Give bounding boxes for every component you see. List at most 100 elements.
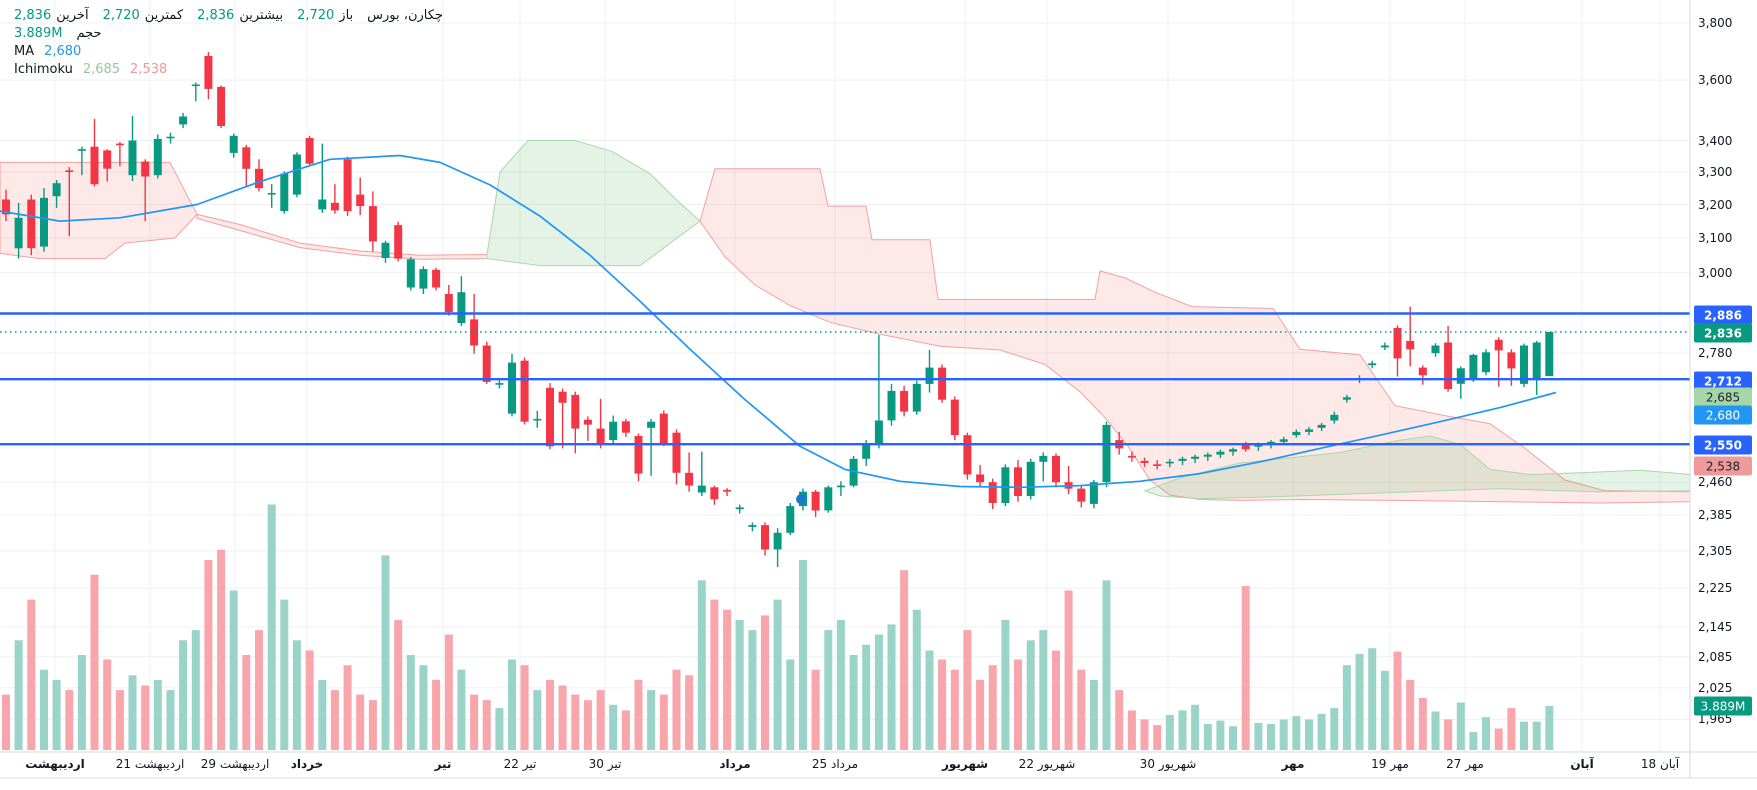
candle-body: [2, 199, 10, 215]
candle-body: [1406, 341, 1415, 350]
price-line-tag[interactable]: 2,712: [1694, 371, 1752, 391]
candle-body: [356, 194, 365, 207]
legend-ichimoku-row[interactable]: Ichimoku 2,685 2,538: [14, 62, 167, 77]
price-tick-label: 2,225: [1698, 581, 1733, 596]
candle-body: [153, 138, 162, 176]
high-label: بیشترین: [239, 8, 284, 23]
price-line-tag[interactable]: 2,886: [1694, 305, 1752, 325]
volume-bar: [1229, 726, 1237, 750]
candle-body: [836, 485, 845, 488]
volume-bar: [1102, 580, 1111, 750]
volume-bar: [1342, 665, 1351, 750]
volume-bar: [419, 665, 428, 750]
blue-dot-marker[interactable]: [796, 494, 806, 505]
price-tick-label: 3,200: [1698, 197, 1733, 212]
candle-body: [912, 383, 921, 412]
candle-body: [255, 168, 263, 189]
candle-body: [1520, 345, 1528, 384]
volume-bar: [255, 630, 263, 750]
candle-body: [381, 242, 390, 258]
candle-body: [925, 367, 934, 384]
volume-bar: [710, 599, 719, 750]
volume-bar: [533, 690, 542, 750]
volume-bar: [1241, 586, 1250, 750]
candle-body: [634, 436, 643, 474]
time-tick-label: مهر: [1281, 757, 1305, 771]
ichimoku-cloud-pink: [699, 168, 1691, 504]
volume-bar: [1064, 590, 1073, 750]
volume-bar: [735, 619, 744, 750]
volume-bar: [1444, 719, 1453, 750]
legend: چکارن، بورس باز 2,720 بیشترین 2,836 کمتر…: [14, 8, 443, 80]
candle-body: [786, 506, 795, 533]
candle-body: [1444, 342, 1453, 389]
volume-bar: [1393, 651, 1402, 750]
candle-body: [1203, 454, 1212, 457]
legend-ma-row[interactable]: MA 2,680: [14, 44, 81, 59]
ichimoku-cloud-green: [1143, 435, 1691, 500]
legend-volume-row[interactable]: حجم 3.889M: [14, 26, 102, 41]
volume-bar: [723, 609, 732, 750]
price-line-tag[interactable]: 2,550: [1694, 435, 1752, 455]
candle-body: [1431, 345, 1440, 354]
volume-bar: [1456, 702, 1465, 750]
candle-body: [1241, 445, 1250, 450]
price-tick-label: 3,100: [1698, 231, 1733, 245]
candle-body: [963, 435, 972, 475]
candle-body: [141, 161, 150, 177]
candle-body: [1482, 352, 1490, 373]
price-tick-label: 3,600: [1698, 73, 1733, 88]
open-label: باز: [339, 8, 354, 23]
volume-bar: [1039, 630, 1048, 750]
price-tick-label: 3,000: [1698, 265, 1733, 280]
candle-body: [166, 136, 175, 139]
candle-body: [508, 362, 516, 414]
price-tick-label: 3,800: [1698, 16, 1733, 30]
candle-body: [27, 199, 36, 249]
price-tick-label: 1,965: [1698, 712, 1733, 727]
volume-bar: [976, 679, 985, 750]
time-tick-label: 27 مهر: [1446, 757, 1484, 771]
volume-bar: [90, 574, 99, 750]
candle-body: [65, 170, 74, 172]
low-pair: کمترین 2,720: [103, 8, 184, 23]
candle-body: [571, 394, 580, 429]
legend-symbol-row[interactable]: چکارن، بورس باز 2,720 بیشترین 2,836 کمتر…: [14, 8, 443, 23]
volume-bar: [1380, 670, 1389, 750]
last-label: آخرین: [56, 8, 89, 23]
price-tick-label: 2,085: [1698, 649, 1733, 664]
candle-body: [761, 525, 769, 550]
candle-body: [1191, 456, 1200, 459]
time-tick-label: 22 شهریور: [1018, 757, 1076, 771]
volume-bar: [204, 560, 213, 750]
volume-bar: [938, 659, 947, 750]
candle-body: [697, 485, 706, 493]
price-line-tag[interactable]: 2,836: [1694, 323, 1752, 343]
candle-body: [1140, 460, 1149, 463]
candle-body: [874, 420, 883, 444]
candle-body: [1153, 464, 1162, 466]
ma-value: 2,680: [44, 44, 82, 59]
candle-body: [103, 150, 112, 169]
candle-body: [1014, 467, 1022, 496]
candle-body: [14, 217, 23, 249]
candle-body: [1039, 455, 1048, 462]
candle-body: [887, 390, 896, 421]
ma-label: MA: [14, 44, 35, 59]
volume-bar: [1406, 679, 1415, 750]
volume-bar: [697, 580, 706, 750]
high-pair: بیشترین 2,836: [197, 8, 283, 23]
volume-bar: [1545, 706, 1554, 750]
volume-bar: [824, 630, 833, 750]
candle-body: [862, 443, 871, 459]
volume-bar: [1077, 669, 1086, 750]
candle-body: [533, 418, 542, 421]
volume-bar: [634, 679, 643, 750]
candle-body: [1342, 397, 1351, 400]
price-tick-label: 2,780: [1698, 346, 1733, 360]
volume-bar: [672, 669, 681, 750]
volume-bar: [596, 690, 605, 750]
candle-body: [558, 391, 567, 403]
